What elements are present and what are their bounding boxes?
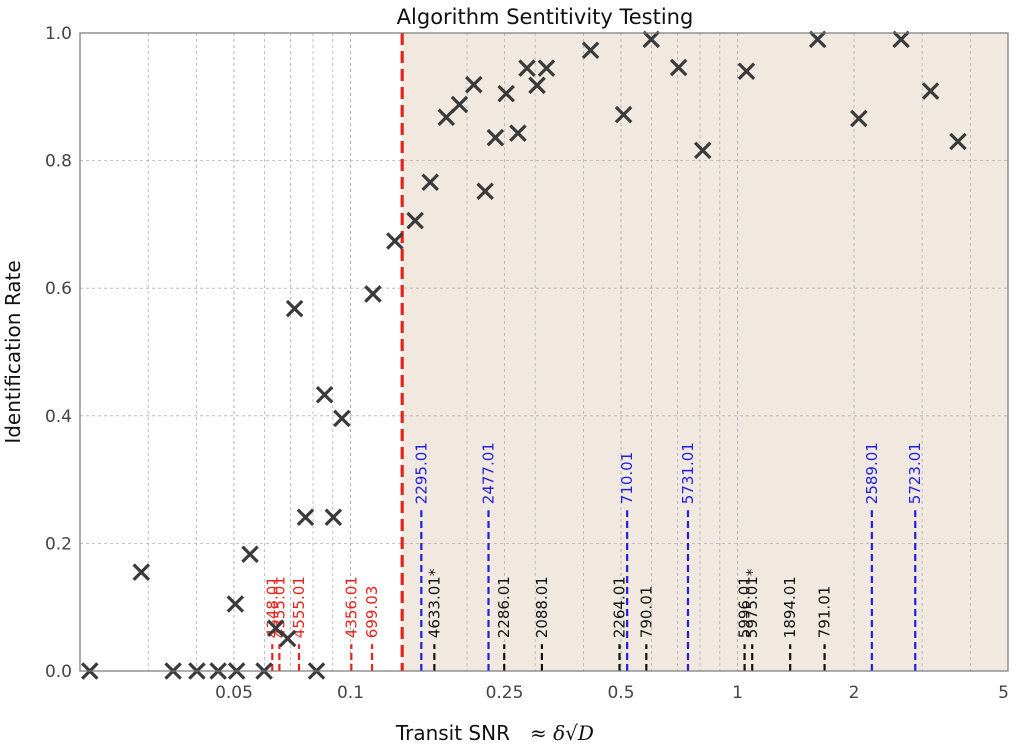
data-points [81,30,967,680]
annotation-label: 699.03 [363,586,381,639]
tick-labels: 0.05 0.1 0.25 0.5 1 2 5 0.0 0.2 0.4 0.6 0.8 1.0 [45,24,1009,703]
data-point [464,75,483,94]
data-point [693,141,712,160]
data-point [450,95,469,114]
data-point [437,108,456,126]
data-point [476,182,494,200]
data-point [226,595,245,613]
annotation-label: 2264.01 [611,576,629,638]
annotation-label: 2477.01 [480,442,498,504]
annotation-label: 2088.01 [533,576,551,638]
annotation-label: 4355.01 [270,576,288,638]
x-axis-label-math: ≈ δ√D [530,721,594,744]
data-point [642,30,661,49]
data-point [808,30,827,49]
annotation-label: 2295.01 [412,442,430,504]
x-tick-label: 0.05 [215,683,253,703]
data-point [132,563,151,581]
data-point [921,82,940,100]
data-point [285,299,304,318]
y-tick-label: 0.0 [45,662,72,682]
annotation-label: 5996.01 [736,576,754,638]
data-point [333,409,351,428]
data-point [364,285,382,303]
data-point [406,211,424,230]
y-tick-label: 0.2 [45,534,72,554]
data-point [324,508,343,527]
x-tick-label: 0.5 [607,683,634,703]
annotation-label: 5731.01 [679,442,697,504]
data-point [486,128,505,147]
x-tick-label: 2 [849,683,860,703]
data-point [528,76,546,95]
data-point [386,232,404,250]
data-point [315,385,334,404]
x-tick-label: 5 [998,683,1009,703]
annotation-label: 2589.01 [863,442,881,504]
y-axis-label: Identification Rate [1,260,25,443]
plot-frame [79,32,1009,672]
data-point [518,59,536,77]
data-point [850,109,868,128]
x-tick-label: 0.25 [486,683,524,703]
annotation-label: 4348.01 [263,576,281,638]
annotation-label: 5723.01 [906,442,924,504]
y-tick-label: 1.0 [45,24,72,44]
annotation-label: 1894.01 [781,576,799,638]
annotation-label: 2286.01 [495,576,513,638]
x-axis-label: Transit SNR [395,721,510,744]
data-point [296,508,315,527]
annotation-label: 4555.01 [290,576,308,638]
x-tick-label: 1 [732,683,743,703]
data-point [581,41,600,59]
y-tick-label: 0.4 [45,407,72,427]
annotation-label: 791.01 [816,586,834,639]
data-point [509,124,527,142]
data-point [497,84,515,103]
data-point [278,629,297,648]
data-point [614,105,633,124]
annotation-label: 4356.01 [342,576,360,638]
x-tick-label: 0.1 [337,683,364,703]
data-point [669,58,688,77]
data-point [241,545,259,564]
y-tick-label: 0.6 [45,279,72,299]
annotation-label: 5975.01* [743,568,761,638]
data-point [949,132,967,151]
high-snr-shaded-region [402,33,1008,671]
annotation-label: 4633.01* [425,568,443,638]
annotation-label: 710.01 [618,452,636,505]
y-tick-label: 0.8 [45,152,72,172]
data-point [737,62,756,81]
data-point [537,59,556,77]
annotation-label: 790.01 [637,586,655,639]
data-point [892,30,910,49]
chart-title: Algorithm Sentitivity Testing [397,5,694,29]
data-point [421,173,439,192]
